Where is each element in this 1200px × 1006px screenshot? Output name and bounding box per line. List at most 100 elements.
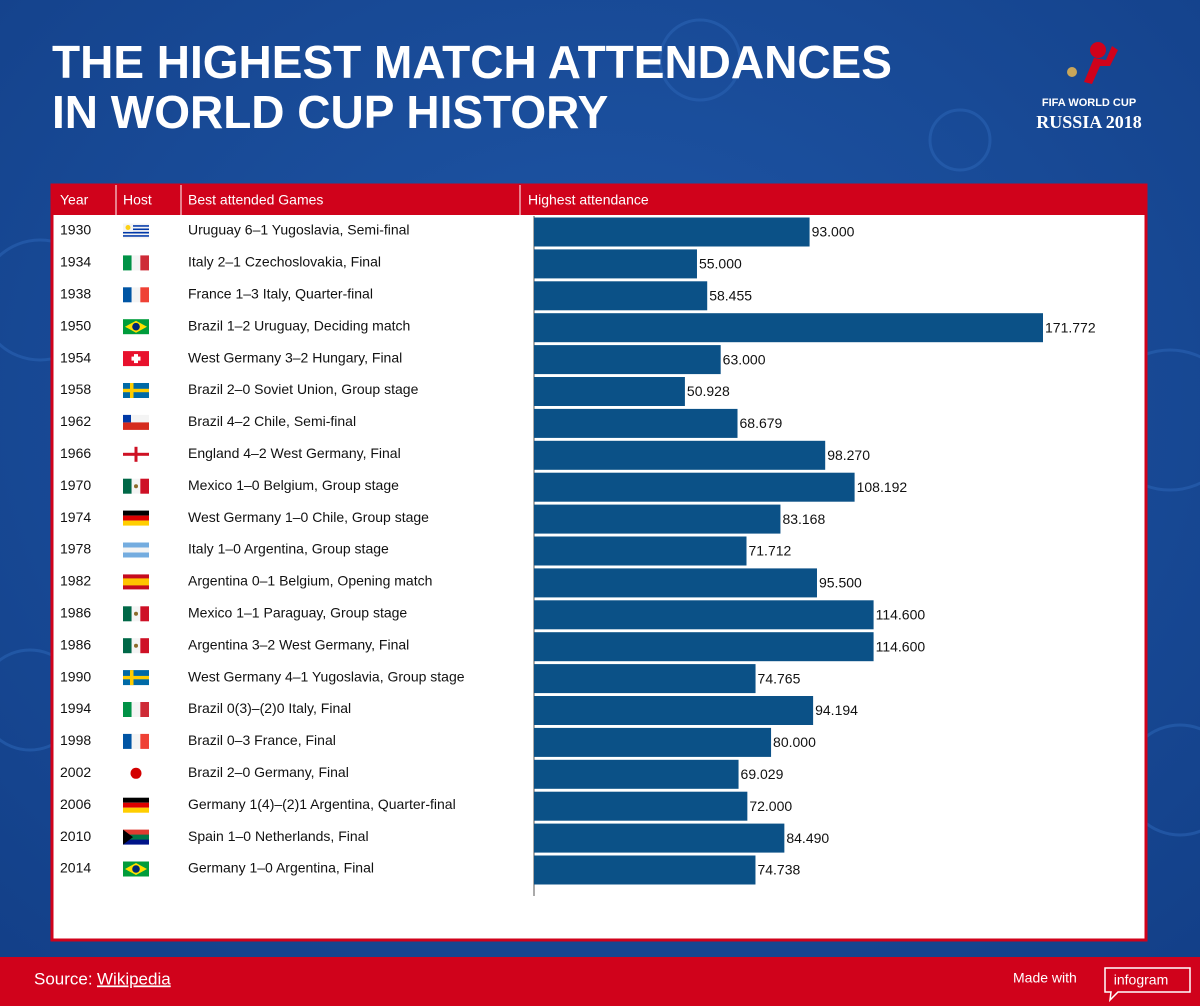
year: 2006 — [60, 796, 91, 812]
flag-part — [123, 552, 149, 558]
host-flag — [123, 383, 149, 398]
flag-part — [123, 287, 132, 303]
host-flag — [123, 670, 149, 686]
brand[interactable]: infogram — [1114, 972, 1168, 988]
match: Italy 1–0 Argentina, Group stage — [188, 541, 389, 557]
column-header: Host — [123, 192, 152, 208]
year: 1990 — [60, 668, 91, 684]
bar — [534, 281, 708, 311]
flag-part — [123, 414, 131, 423]
value-label: 114.600 — [876, 607, 926, 623]
table-header — [52, 185, 1146, 215]
value-label: 68.679 — [740, 415, 783, 431]
flag-part — [132, 865, 140, 873]
flag-part — [140, 287, 149, 303]
flag-part — [123, 702, 132, 717]
bar — [534, 855, 756, 885]
host-flag — [123, 861, 149, 877]
flag-part — [123, 225, 149, 227]
flag-part — [140, 606, 149, 622]
value-label: 95.500 — [819, 575, 862, 591]
value-label: 108.192 — [857, 479, 908, 495]
value-label: 69.029 — [741, 766, 784, 782]
year: 2014 — [60, 860, 91, 876]
flag-part — [131, 733, 141, 749]
year: 1938 — [60, 286, 91, 302]
match: Germany 1(4)–(2)1 Argentina, Quarter-fin… — [188, 796, 456, 812]
host-flag — [123, 510, 149, 526]
year: 1982 — [60, 573, 91, 589]
year: 1966 — [60, 445, 91, 461]
match: Brazil 0–3 France, Final — [188, 732, 336, 748]
flag-part — [140, 702, 149, 717]
value-label: 50.928 — [687, 383, 730, 399]
bar — [534, 377, 685, 406]
logo-text: FIFA WORLD CUP — [1042, 97, 1136, 109]
flag-part — [123, 223, 149, 226]
match: Mexico 1–1 Paraguay, Group stage — [188, 605, 407, 621]
flag-part — [123, 606, 132, 622]
year: 1986 — [60, 605, 91, 621]
year: 1994 — [60, 700, 91, 716]
column-header: Highest attendance — [528, 192, 649, 208]
bar — [534, 791, 748, 821]
flag-part — [123, 638, 132, 654]
match: West Germany 4–1 Yugoslavia, Group stage — [188, 668, 465, 684]
year: 1954 — [60, 349, 91, 365]
value-label: 74.738 — [757, 862, 800, 878]
match: West Germany 1–0 Chile, Group stage — [188, 509, 429, 525]
value-label: 98.270 — [827, 447, 870, 463]
match: Brazil 4–2 Chile, Semi-final — [188, 413, 356, 429]
flag-part — [123, 236, 149, 239]
match: Mexico 1–0 Belgium, Group stage — [188, 477, 399, 493]
logo-text: RUSSIA 2018 — [1036, 112, 1142, 132]
year: 1974 — [60, 509, 91, 525]
value-label: 58.455 — [709, 288, 752, 304]
flag-part — [123, 675, 149, 680]
year: 1978 — [60, 541, 91, 557]
host-flag — [123, 797, 149, 813]
bar — [534, 408, 738, 438]
bar — [534, 504, 781, 534]
flag-part — [123, 797, 149, 803]
source-label: Source: — [34, 969, 93, 988]
match: Spain 1–0 Netherlands, Final — [188, 828, 369, 844]
year: 1970 — [60, 477, 91, 493]
column-header: Year — [60, 192, 89, 208]
flag-part — [131, 287, 141, 303]
host-flag — [123, 542, 149, 558]
match: Uruguay 6–1 Yugoslavia, Semi-final — [188, 222, 410, 238]
flag-part — [123, 547, 149, 553]
value-label: 71.712 — [748, 543, 791, 559]
match: Italy 2–1 Czechoslovakia, Final — [188, 254, 381, 270]
match: Argentina 3–2 West Germany, Final — [188, 636, 409, 652]
host-flag — [123, 319, 149, 335]
host-flag — [123, 638, 149, 654]
bar — [534, 727, 772, 757]
flag-part — [131, 255, 141, 271]
column-header: Best attended Games — [188, 192, 323, 208]
source-link[interactable]: Wikipedia — [97, 969, 171, 988]
flag-part — [140, 255, 149, 271]
flag-part — [123, 414, 149, 423]
flag-part — [131, 356, 141, 361]
year: 1986 — [60, 636, 91, 652]
match: Brazil 2–0 Soviet Union, Group stage — [188, 381, 419, 397]
year: 1934 — [60, 254, 91, 270]
flag-part — [123, 829, 149, 838]
flag-part — [130, 767, 142, 779]
match: Germany 1–0 Argentina, Final — [188, 860, 374, 876]
flag-part — [140, 638, 149, 654]
bar — [534, 568, 817, 598]
bar — [534, 759, 739, 789]
value-label: 84.490 — [786, 830, 829, 846]
match: Argentina 0–1 Belgium, Opening match — [188, 573, 432, 589]
host-flag — [123, 255, 149, 271]
flag-part — [132, 322, 140, 331]
match: West Germany 3–2 Hungary, Final — [188, 349, 402, 365]
value-label: 63.000 — [723, 351, 766, 367]
year: 2002 — [60, 764, 91, 780]
flag-part — [134, 611, 138, 616]
